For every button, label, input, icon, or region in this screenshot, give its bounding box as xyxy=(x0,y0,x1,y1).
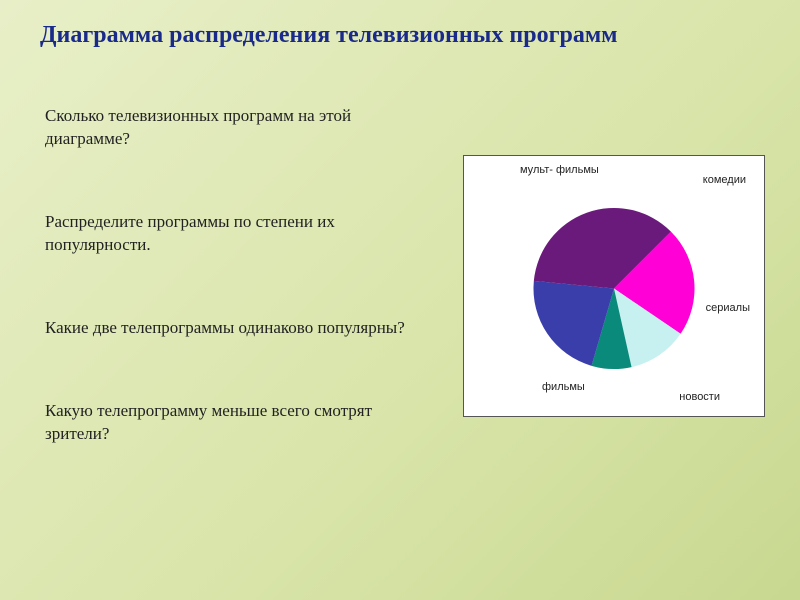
question-3: Какие две телепрограммы одинаково популя… xyxy=(45,317,405,340)
slice-label-serialy: сериалы xyxy=(706,302,750,315)
pie-chart xyxy=(524,199,704,384)
slice-label-novosti: новости xyxy=(679,391,720,404)
question-2: Распределите программы по степени их поп… xyxy=(45,211,405,257)
slice-label-filmy: фильмы xyxy=(542,381,585,394)
questions-block: Сколько телевизионных программ на этой д… xyxy=(45,105,405,506)
slice-label-mult: мульт- фильмы xyxy=(520,164,599,177)
question-4: Какую телепрограмму меньше всего смотрят… xyxy=(45,400,405,446)
page-title: Диаграмма распределения телевизионных пр… xyxy=(0,0,800,49)
pie-chart-container: мульт- фильмы комедии сериалы новости фи… xyxy=(463,155,765,417)
question-1: Сколько телевизионных программ на этой д… xyxy=(45,105,405,151)
slice-label-komedii: комедии xyxy=(703,174,746,187)
pie-svg xyxy=(524,199,704,379)
